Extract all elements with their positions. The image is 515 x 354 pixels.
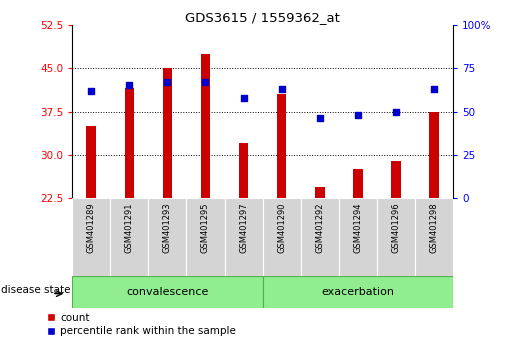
Bar bbox=[377, 198, 415, 276]
Bar bbox=[148, 198, 186, 276]
Point bbox=[239, 95, 248, 101]
Title: GDS3615 / 1559362_at: GDS3615 / 1559362_at bbox=[185, 11, 340, 24]
Point bbox=[278, 86, 286, 92]
Point bbox=[163, 79, 171, 85]
Bar bbox=[415, 198, 453, 276]
Text: exacerbation: exacerbation bbox=[321, 287, 394, 297]
Text: convalescence: convalescence bbox=[126, 287, 209, 297]
Text: GSM401294: GSM401294 bbox=[353, 202, 363, 253]
Text: GSM401291: GSM401291 bbox=[125, 202, 134, 253]
Text: GSM401298: GSM401298 bbox=[430, 202, 439, 253]
Bar bbox=[87, 126, 96, 198]
Text: GSM401289: GSM401289 bbox=[87, 202, 96, 253]
Bar bbox=[263, 276, 453, 308]
Bar bbox=[163, 68, 172, 198]
Text: GSM401297: GSM401297 bbox=[239, 202, 248, 253]
Text: GSM401292: GSM401292 bbox=[315, 202, 324, 253]
Bar bbox=[125, 88, 134, 198]
Point bbox=[430, 86, 438, 92]
Bar bbox=[239, 143, 248, 198]
Bar bbox=[201, 54, 210, 198]
Point bbox=[125, 82, 133, 88]
Text: GSM401295: GSM401295 bbox=[201, 202, 210, 253]
Bar bbox=[263, 198, 301, 276]
Bar bbox=[315, 187, 324, 198]
Legend: count, percentile rank within the sample: count, percentile rank within the sample bbox=[46, 313, 236, 336]
Text: GSM401296: GSM401296 bbox=[391, 202, 401, 253]
Bar bbox=[72, 198, 110, 276]
Bar bbox=[391, 161, 401, 198]
Bar bbox=[72, 276, 263, 308]
Bar bbox=[301, 198, 339, 276]
Text: GSM401293: GSM401293 bbox=[163, 202, 172, 253]
Text: GSM401290: GSM401290 bbox=[277, 202, 286, 253]
Point bbox=[87, 88, 95, 93]
Point bbox=[201, 79, 210, 85]
Bar bbox=[430, 112, 439, 198]
Bar bbox=[225, 198, 263, 276]
Point bbox=[354, 112, 362, 118]
Point bbox=[316, 116, 324, 121]
Bar bbox=[353, 169, 363, 198]
Bar bbox=[186, 198, 225, 276]
Bar bbox=[277, 94, 286, 198]
Bar bbox=[339, 198, 377, 276]
Text: disease state: disease state bbox=[2, 285, 71, 296]
Bar bbox=[110, 198, 148, 276]
Point bbox=[392, 109, 400, 114]
